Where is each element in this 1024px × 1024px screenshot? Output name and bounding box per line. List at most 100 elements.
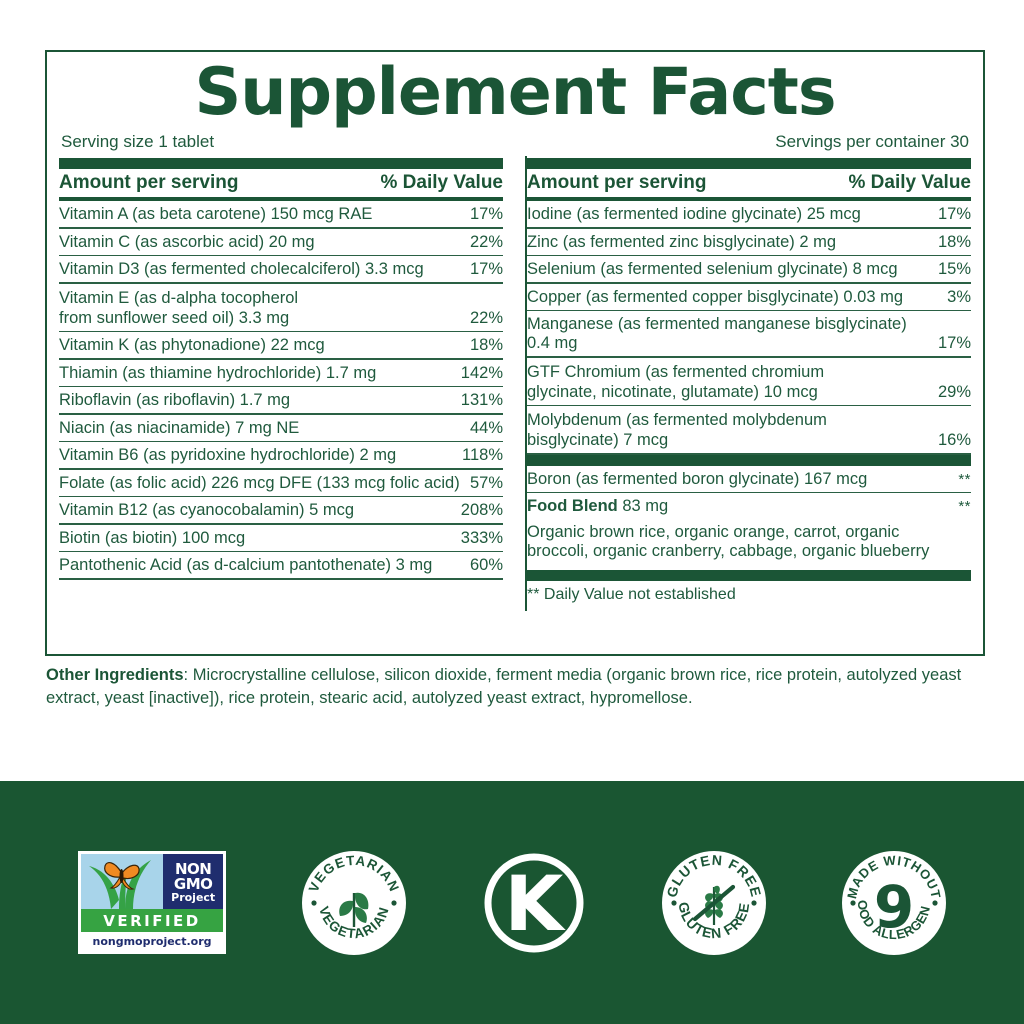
other-ingredients-label: Other Ingredients xyxy=(46,666,184,684)
nutrient-name: Biotin (as biotin) 100 mcg xyxy=(59,528,246,547)
row-rule xyxy=(527,356,971,358)
row-rule xyxy=(59,254,503,256)
table-row: Biotin (as biotin) 100 mcg 333% xyxy=(59,525,503,551)
nutrient-daily-value: 142% xyxy=(460,363,503,382)
made-without-allergens-badge: MADE WITHOUT FOOD ALLERGENS* 9 xyxy=(842,850,946,955)
row-rule xyxy=(527,453,971,455)
nutrient-name: Riboflavin (as riboflavin) 1.7 mg xyxy=(59,391,291,409)
other-ingredients: Other Ingredients: Microcrystalline cell… xyxy=(46,664,986,710)
leaf-sprig-icon xyxy=(339,892,369,927)
non-gmo-line1: NON xyxy=(174,859,212,878)
non-gmo-verified-text: VERIFIED xyxy=(81,909,223,933)
vegetarian-top-text: VEGETARIAN xyxy=(306,852,401,894)
servings-per-container: Servings per container 30 xyxy=(775,132,969,151)
nutrient-name: Selenium (as fermented selenium glycinat… xyxy=(527,260,898,278)
row-rule xyxy=(59,523,503,525)
food-blend-dv: ** xyxy=(958,498,971,515)
row-rule xyxy=(527,282,971,284)
nutrient-daily-value: 57% xyxy=(469,473,503,492)
row-rule xyxy=(59,227,503,229)
nutrient-name: Thiamin (as thiamine hydrochloride) 1.7 … xyxy=(59,363,377,382)
row-rule xyxy=(527,404,971,406)
nutrient-name: Vitamin D3 (as fermented cholecalciferol… xyxy=(59,260,424,278)
nutrient-daily-value: 29% xyxy=(937,382,971,401)
badge-row: NON GMO Project VERIFIED nongmoproject.o… xyxy=(0,781,1024,1024)
nutrient-daily-value: 22% xyxy=(469,308,503,327)
non-gmo-verified-badge: NON GMO Project VERIFIED nongmoproject.o… xyxy=(78,851,226,954)
right-header-bottom-bar xyxy=(527,197,971,201)
badge-footer: NON GMO Project VERIFIED nongmoproject.o… xyxy=(0,781,1024,1024)
nutrient-daily-value: 15% xyxy=(937,260,971,278)
nutrient-daily-value: 17% xyxy=(937,205,971,223)
nutrient-name: Vitamin B6 (as pyridoxine hydrochloride)… xyxy=(59,446,397,464)
nutrient-name: GTF Chromium (as fermented chromium glyci… xyxy=(527,362,825,401)
table-row: Pantothenic Acid (as d-calcium pantothen… xyxy=(59,552,503,578)
right-column-header: Amount per serving % Daily Value xyxy=(527,169,971,197)
vegetarian-badge: VEGETARIAN VEGETARIAN xyxy=(302,850,406,955)
right-rows-container: Iodine (as fermented iodine glycinate) 2… xyxy=(527,201,971,455)
row-rule xyxy=(59,440,503,442)
nutrient-name: Vitamin A (as beta carotene) 150 mcg RAE xyxy=(59,205,373,223)
left-header-dv: % Daily Value xyxy=(380,172,503,193)
table-row-boron: Boron (as fermented boron glycinate) 167… xyxy=(527,466,971,492)
nutrient-name: Vitamin C (as ascorbic acid) 20 mg xyxy=(59,232,315,251)
table-row: Vitamin E (as d-alpha tocopherol from sun… xyxy=(59,284,503,331)
table-row-food-blend: Food Blend 83 mg ** xyxy=(527,493,971,519)
nutrient-name: Iodine (as fermented iodine glycinate) 2… xyxy=(527,205,861,223)
nutrient-name: Vitamin E (as d-alpha tocopherol from sun… xyxy=(59,288,299,327)
nutrient-daily-value: 208% xyxy=(460,501,503,519)
nutrient-daily-value: 118% xyxy=(462,446,503,464)
svg-text:VEGETARIAN: VEGETARIAN xyxy=(306,852,402,894)
table-row: Iodine (as fermented iodine glycinate) 2… xyxy=(527,201,971,227)
column-divider xyxy=(525,156,527,611)
food-blend-label: Food Blend xyxy=(527,497,618,515)
left-rows-container: Vitamin A (as beta carotene) 150 mcg RAE… xyxy=(59,201,503,580)
row-rule xyxy=(527,227,971,229)
table-row: Vitamin B12 (as cyanocobalamin) 5 mcg 208… xyxy=(59,497,503,523)
butterfly-grass-icon xyxy=(81,854,164,909)
left-column-header: Amount per serving % Daily Value xyxy=(59,169,503,197)
non-gmo-url: nongmoproject.org xyxy=(81,932,223,951)
row-rule xyxy=(59,550,503,552)
nutrient-name: Vitamin B12 (as cyanocobalamin) 5 mcg xyxy=(59,501,355,519)
table-row: Vitamin K (as phytonadione) 22 mcg 18% xyxy=(59,332,503,358)
row-rule xyxy=(59,495,503,497)
other-ingredients-text: : Microcrystalline cellulose, silicon di… xyxy=(46,666,962,707)
nutrient-name: Folate (as folic acid) 226 mcg DFE (133 … xyxy=(59,473,460,492)
right-nutrient-column: Amount per serving % Daily Value Iodine … xyxy=(513,158,971,604)
row-rule xyxy=(527,254,971,256)
page-title: Supplement Facts xyxy=(194,55,836,130)
table-row: GTF Chromium (as fermented chromium glyci… xyxy=(527,358,971,405)
nutrient-name: Niacin (as niacinamide) 7 mg NE xyxy=(59,418,300,437)
boron-separator-bar xyxy=(527,454,971,466)
right-header-dv: % Daily Value xyxy=(848,172,971,193)
nutrient-daily-value: 60% xyxy=(469,556,503,574)
gluten-free-badge: GLUTEN FREE GLUTEN FREE xyxy=(662,850,766,955)
row-rule xyxy=(59,358,503,360)
supplement-facts-box: Supplement Facts Serving size 1 tablet S… xyxy=(45,50,985,656)
table-row: Selenium (as fermented selenium glycinat… xyxy=(527,256,971,282)
food-blend-ingredients-row: Organic brown rice, organic orange, carr… xyxy=(527,519,971,564)
non-gmo-line2: GMO xyxy=(173,874,213,893)
row-rule xyxy=(59,468,503,470)
nutrient-name: Vitamin K (as phytonadione) 22 mcg xyxy=(59,336,325,354)
nutrient-name: Zinc (as fermented zinc bisglycinate) 2 … xyxy=(527,232,837,251)
row-rule xyxy=(59,578,503,580)
table-row: Thiamin (as thiamine hydrochloride) 1.7 … xyxy=(59,360,503,386)
nutrient-daily-value: 18% xyxy=(469,336,503,354)
table-row: Niacin (as niacinamide) 7 mg NE 44% xyxy=(59,415,503,441)
nutrient-name: Molybdenum (as fermented molybdenum bisgl… xyxy=(527,411,827,449)
right-header-amount: Amount per serving xyxy=(527,172,707,193)
table-row: Vitamin B6 (as pyridoxine hydrochloride)… xyxy=(59,442,503,468)
nutrient-columns: Amount per serving % Daily Value Vitamin… xyxy=(59,156,971,611)
left-nutrient-column: Amount per serving % Daily Value Vitamin… xyxy=(59,158,513,604)
nutrient-name: Copper (as fermented copper bisglycinate… xyxy=(527,287,904,306)
table-row: Riboflavin (as riboflavin) 1.7 mg 131% xyxy=(59,387,503,413)
left-header-top-bar xyxy=(59,158,503,169)
wheat-slash-icon xyxy=(692,884,736,925)
left-header-bottom-bar xyxy=(59,197,503,201)
serving-info-row: Serving size 1 tablet Servings per conta… xyxy=(61,132,969,152)
nutrient-daily-value: 18% xyxy=(937,232,971,251)
table-row: Molybdenum (as fermented molybdenum bisgl… xyxy=(527,406,971,453)
